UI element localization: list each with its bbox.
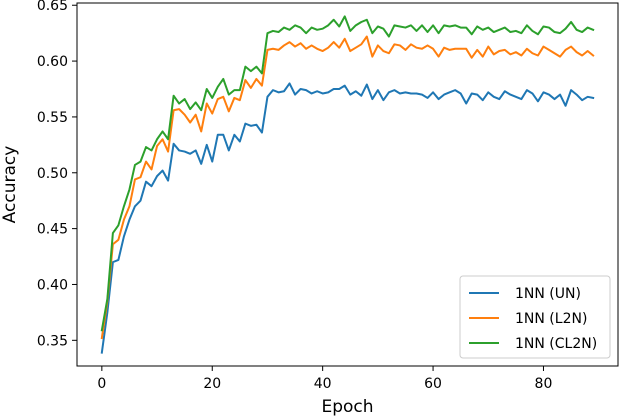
x-tick-label: 20 [203,376,221,392]
series-layer [100,15,595,354]
y-tick-label: 0.65 [37,0,68,14]
y-tick-label: 0.60 [37,54,68,70]
x-tick-label: 40 [314,376,332,392]
legend: 1NN (UN) 1NN (L2N) 1NN (CL2N) [459,275,611,359]
y-tick-label: 0.50 [37,166,68,182]
x-tick-label: 0 [97,376,106,392]
legend-box [459,275,611,359]
y-tick-label: 0.55 [37,110,68,126]
plot-frame [76,2,619,367]
legend-label-1: 1NN (UN) [515,286,581,302]
y-axis-label: Accuracy [0,146,20,224]
x-tick-label: 60 [424,376,442,392]
series-line-2 [100,35,595,340]
y-axis-ticks: 0.35 0.40 0.45 0.50 0.55 0.60 0.65 [37,0,77,349]
y-tick-label: 0.40 [37,277,68,293]
series-line-3 [100,15,595,332]
x-axis-ticks: 0 20 40 60 80 [97,366,552,392]
y-tick-label: 0.35 [37,333,68,349]
legend-label-2: 1NN (L2N) [515,311,587,327]
series-line-1 [100,82,595,354]
x-axis-label: Epoch [321,397,373,417]
legend-label-3: 1NN (CL2N) [515,336,597,352]
x-tick-label: 80 [535,376,553,392]
y-tick-label: 0.45 [37,222,68,238]
